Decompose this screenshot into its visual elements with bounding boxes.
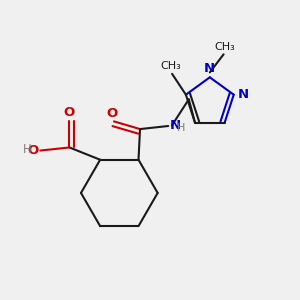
Text: CH₃: CH₃: [160, 61, 181, 71]
Text: CH₃: CH₃: [215, 42, 236, 52]
Text: O: O: [28, 144, 39, 157]
Text: O: O: [64, 106, 75, 119]
Text: H: H: [22, 143, 31, 156]
Text: H: H: [177, 124, 185, 134]
Text: N: N: [237, 88, 248, 101]
Text: N: N: [169, 119, 181, 132]
Text: N: N: [204, 62, 215, 75]
Text: O: O: [106, 107, 117, 120]
